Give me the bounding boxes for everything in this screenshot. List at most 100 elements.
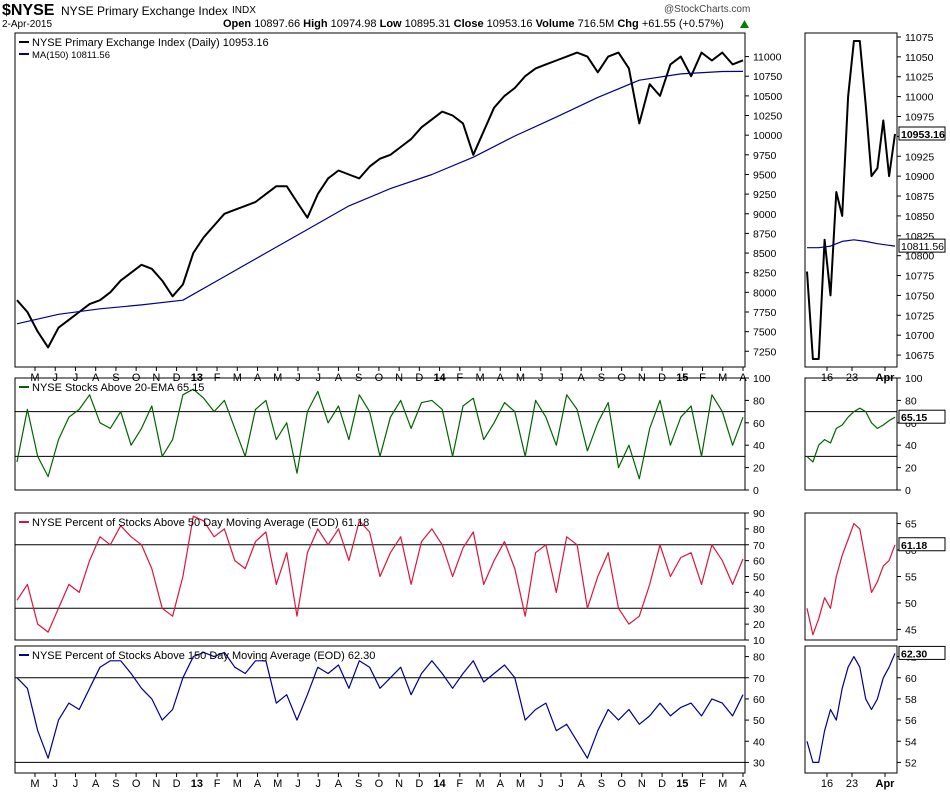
month-tick-label: O [132, 778, 141, 790]
month-tick-label: N [152, 778, 160, 790]
month-tick-label: J [295, 372, 301, 384]
month-tick-label: J [538, 372, 544, 384]
zoom-tick-label: 23 [846, 778, 858, 790]
month-tick-label: N [395, 372, 403, 384]
high-label: High [303, 18, 328, 30]
month-tick-label: 13 [191, 372, 203, 384]
price-zoom-ytick-label: 10800 [905, 251, 934, 263]
close-value: 10953.16 [486, 18, 533, 30]
price-ytick-label: 9000 [753, 209, 777, 221]
zoom-tick-label: 16 [821, 372, 833, 384]
ema20-zoom-frame [804, 377, 898, 491]
month-tick-label: J [52, 778, 58, 790]
month-tick-label: D [415, 372, 423, 384]
price-zoom-ytick-label: 10775 [905, 271, 934, 283]
price-ytick-label: 10250 [753, 111, 782, 123]
month-tick-label: M [233, 372, 242, 384]
chart-header: $NYSE NYSE Primary Exchange Index INDX @… [0, 0, 950, 32]
price-series-line [16, 70, 744, 325]
price-zoom-ytick-label: 10875 [905, 191, 934, 203]
month-tick-label: A [739, 778, 747, 790]
month-tick-label: A [92, 372, 100, 384]
ema20-ytick-label: 60 [753, 418, 765, 430]
ema20-zoom-ytick-label: 60 [905, 418, 917, 430]
pct150-zoom-last-value-label: 62.30 [901, 648, 927, 660]
month-tick-label: O [617, 778, 626, 790]
pct50-ytick-label: 60 [753, 556, 765, 568]
pct50-ytick-label: 10 [753, 635, 765, 647]
ema20-ytick-label: 0 [753, 485, 759, 497]
pct150-ytick-label: 80 [753, 652, 765, 664]
month-tick-label: M [30, 372, 39, 384]
month-tick-label: M [516, 778, 525, 790]
price-zoom-ytick-label: 10725 [905, 310, 934, 322]
pct50-ytick-label: 80 [753, 524, 765, 536]
price-zoom-ytick-label: 10975 [905, 112, 934, 124]
open-value: 10897.66 [254, 18, 301, 30]
month-tick-label: M [718, 372, 727, 384]
pct50-ytick-label: 30 [753, 603, 765, 615]
price-ytick-label: 10500 [753, 91, 782, 103]
ema20-zoom-last-value-label: 65.15 [901, 412, 927, 424]
price-ytick-label: 8250 [753, 268, 777, 280]
price-ytick-label: 8000 [753, 287, 777, 299]
pct150-frame [14, 645, 746, 774]
month-tick-label: S [112, 778, 119, 790]
ema20-legend-label: NYSE Stocks Above 20-EMA 65.15 [32, 382, 204, 394]
pct150-zoom-ytick-label: 60 [905, 673, 917, 685]
month-tick-label: N [395, 778, 403, 790]
price-zoom-ytick-label: 10675 [905, 350, 934, 362]
month-tick-label: J [558, 778, 564, 790]
price-zoom-ytick-label: 10750 [905, 290, 934, 302]
month-tick-label: 13 [191, 778, 203, 790]
ema20-zoom-ytick-label: 100 [905, 373, 923, 385]
ema20-ytick-label: 20 [753, 463, 765, 475]
month-tick-label: F [456, 372, 463, 384]
month-tick-label: M [516, 372, 525, 384]
pct50-zoom-ytick-label: 65 [905, 519, 917, 531]
high-value: 10974.98 [330, 18, 377, 30]
month-tick-label: A [497, 372, 505, 384]
ema20-zoom-last-value-box [898, 409, 946, 424]
month-tick-label: M [30, 778, 39, 790]
month-tick-label: D [658, 778, 666, 790]
month-tick-label: 15 [676, 778, 688, 790]
month-tick-label: 14 [433, 778, 446, 790]
month-tick-label: D [415, 778, 423, 790]
pct150-ytick-label: 30 [753, 757, 765, 769]
close-label: Close [453, 18, 484, 30]
month-tick-label: D [173, 778, 181, 790]
price-ytick-label: 9500 [753, 169, 777, 181]
month-tick-label: S [598, 778, 605, 790]
month-tick-label: 15 [676, 372, 688, 384]
month-tick-label: 14 [433, 372, 446, 384]
month-tick-label: S [355, 778, 362, 790]
price-legend-label: NYSE Primary Exchange Index (Daily) 1095… [32, 37, 269, 49]
month-tick-label: S [598, 372, 605, 384]
pct150-zoom-ytick-label: 54 [905, 736, 917, 748]
pct50-zoom-ytick-label: 50 [905, 598, 917, 610]
pct50-legend-label: NYSE Percent of Stocks Above 50 Day Movi… [32, 517, 369, 529]
month-tick-label: D [173, 372, 181, 384]
pct50-zoom-ytick-label: 55 [905, 572, 917, 584]
ema20-series-line [16, 388, 744, 480]
chg-value: +61.55 (+0.57%) [641, 18, 724, 30]
ema20-zoom-ytick-label: 20 [905, 463, 917, 475]
price-zoom-ytick-label: 11025 [905, 72, 934, 84]
month-tick-label: A [335, 778, 343, 790]
price-zoom-ytick-label: 11050 [905, 52, 934, 64]
zoom-tick-label: 23 [846, 372, 858, 384]
zoom-tick-label: Apr [876, 778, 896, 790]
month-tick-label: J [73, 372, 79, 384]
pct50-zoom-last-value-box [898, 537, 946, 552]
pct150-zoom-frame [804, 645, 898, 774]
price-zoom-series-line [807, 239, 896, 249]
ema20-ytick-label: 40 [753, 440, 765, 452]
price-frame [14, 32, 746, 368]
month-tick-label: O [375, 778, 384, 790]
pct150-ytick-label: 40 [753, 736, 765, 748]
pct150-zoom-last-value-box [898, 645, 946, 660]
low-value: 10895.31 [404, 18, 451, 30]
index-name: NYSE Primary Exchange Index [61, 4, 228, 18]
